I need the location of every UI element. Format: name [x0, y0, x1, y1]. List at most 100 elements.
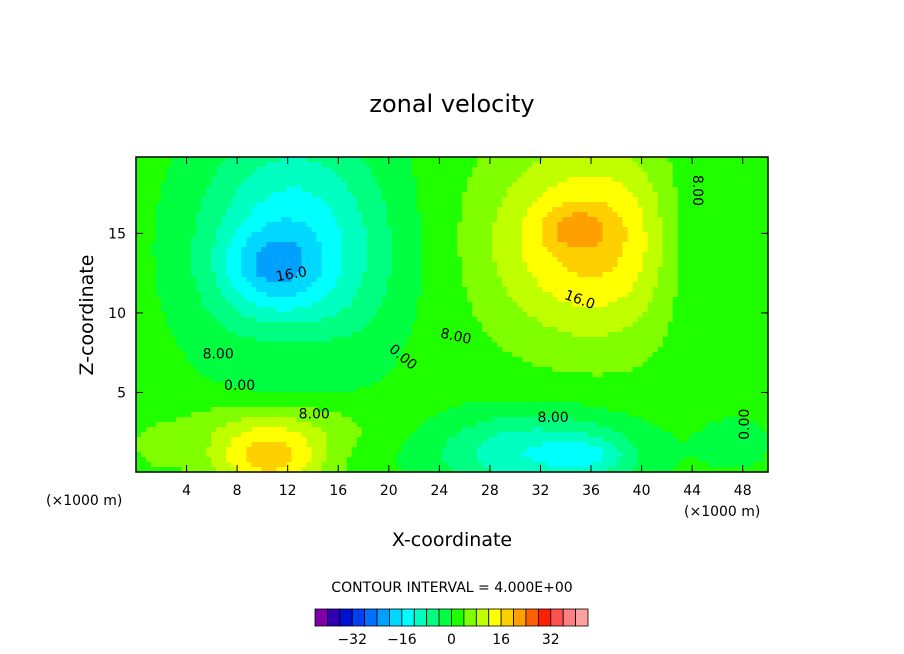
field-cell: [702, 192, 709, 198]
field-cell: [446, 177, 453, 183]
field-cell: [231, 327, 237, 333]
field-cell: [627, 297, 634, 303]
field-cell: [141, 202, 147, 208]
field-cell: [597, 287, 604, 293]
field-cell: [582, 267, 589, 273]
field-cell: [762, 177, 768, 183]
field-cell: [216, 307, 222, 313]
field-cell: [346, 317, 353, 323]
field-cell: [301, 187, 308, 193]
field-cell: [612, 262, 619, 268]
field-cell: [326, 272, 333, 278]
field-cell: [301, 322, 308, 328]
field-cell: [141, 207, 147, 213]
field-cell: [301, 232, 308, 238]
field-cell: [211, 232, 217, 238]
field-cell: [236, 322, 242, 328]
field-cell: [336, 172, 343, 178]
field-cell: [316, 267, 323, 273]
field-cell: [672, 262, 679, 268]
field-cell: [416, 312, 423, 318]
field-cell: [196, 182, 202, 188]
field-cell: [487, 302, 493, 308]
field-cell: [151, 157, 157, 163]
field-cell: [391, 287, 398, 293]
field-cell: [692, 247, 699, 253]
field-cell: [567, 262, 573, 268]
field-cell: [441, 342, 448, 348]
field-cell: [351, 317, 358, 323]
field-cell: [617, 162, 624, 168]
field-cell: [472, 167, 478, 173]
field-cell: [747, 272, 754, 278]
field-cell: [151, 182, 157, 188]
field-cell: [687, 337, 694, 343]
field-cell: [697, 272, 704, 278]
field-cell: [376, 292, 383, 298]
field-cell: [306, 312, 313, 318]
field-cell: [547, 347, 553, 353]
field-cell: [752, 202, 759, 208]
field-cell: [266, 322, 273, 328]
field-cell: [547, 287, 553, 293]
field-cell: [166, 327, 172, 333]
field-cell: [482, 167, 488, 173]
field-cell: [507, 347, 513, 353]
field-cell: [692, 192, 699, 198]
field-cell: [401, 307, 408, 313]
field-cell: [627, 232, 634, 238]
field-cell: [221, 202, 227, 208]
field-cell: [712, 237, 719, 243]
field-cell: [627, 187, 634, 193]
field-cell: [406, 162, 413, 168]
field-cell: [361, 187, 368, 193]
field-cell: [286, 182, 293, 188]
field-cell: [266, 252, 273, 258]
field-cell: [487, 167, 493, 173]
field-cell: [572, 312, 578, 318]
field-cell: [572, 242, 578, 248]
field-cell: [467, 242, 473, 248]
field-cell: [497, 287, 503, 293]
field-cell: [241, 297, 247, 303]
field-cell: [597, 292, 604, 298]
field-cell: [256, 342, 262, 348]
field-cell: [627, 307, 634, 313]
field-cell: [171, 217, 177, 223]
field-cell: [627, 192, 634, 198]
field-cell: [732, 287, 739, 293]
field-cell: [141, 327, 147, 333]
field-cell: [201, 172, 207, 178]
field-cell: [201, 182, 207, 188]
field-cell: [537, 222, 543, 228]
field-cell: [467, 352, 473, 358]
field-cell: [497, 257, 503, 263]
field-cell: [462, 212, 468, 218]
field-cell: [156, 282, 162, 288]
field-cell: [507, 162, 513, 168]
field-cell: [522, 342, 528, 348]
field-cell: [687, 297, 694, 303]
field-cell: [286, 277, 293, 283]
field-cell: [547, 242, 553, 248]
field-cell: [336, 222, 343, 228]
field-cell: [186, 272, 192, 278]
field-cell: [161, 187, 167, 193]
field-cell: [381, 217, 388, 223]
field-cell: [667, 212, 674, 218]
field-cell: [436, 232, 443, 238]
field-cell: [632, 282, 639, 288]
field-cell: [467, 237, 473, 243]
field-cell: [211, 267, 217, 273]
field-cell: [421, 262, 428, 268]
field-cell: [717, 192, 724, 198]
field-cell: [457, 277, 463, 283]
field-cell: [577, 222, 584, 228]
field-cell: [331, 212, 338, 218]
field-cell: [366, 252, 373, 258]
field-cell: [156, 272, 162, 278]
field-cell: [381, 352, 388, 358]
field-cell: [161, 282, 167, 288]
field-cell: [512, 212, 518, 218]
field-cell: [221, 252, 227, 258]
